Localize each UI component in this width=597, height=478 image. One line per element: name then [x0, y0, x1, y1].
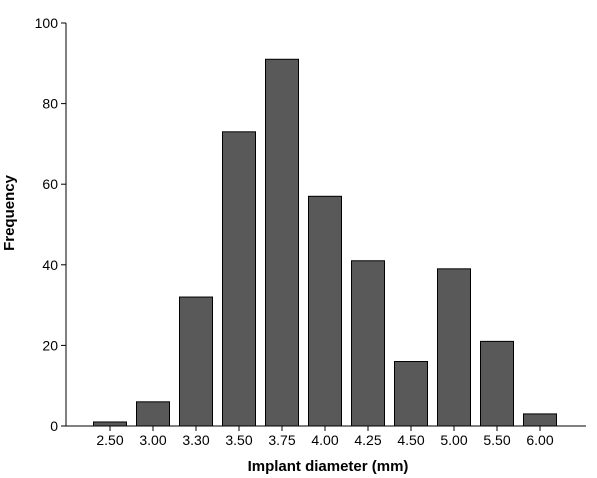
y-axis-ticks: 0 20 40 60 80 100 [35, 15, 66, 434]
x-tick-label: 4.50 [397, 432, 424, 448]
x-axis-title: Implant diameter (mm) [248, 458, 409, 475]
x-tick-label: 3.30 [182, 432, 209, 448]
x-tick-label: 3.00 [139, 432, 166, 448]
x-tick-label: 4.00 [311, 432, 338, 448]
bar-5.50 [480, 340, 514, 427]
x-tick-label: 3.75 [268, 432, 295, 448]
bar-5.00 [437, 268, 471, 427]
x-tick-label: 3.50 [225, 432, 252, 448]
x-tick-label: 5.50 [483, 432, 510, 448]
bar-4.25 [351, 260, 385, 427]
y-axis-title: Frequency [1, 174, 18, 251]
bars-group [93, 58, 557, 427]
bar-4.00 [308, 195, 342, 427]
y-tick-label: 20 [42, 337, 58, 353]
bar-6.00 [523, 413, 557, 427]
bar-3.30 [179, 296, 213, 427]
bar-2.50 [93, 421, 127, 427]
x-tick-label: 2.50 [96, 432, 123, 448]
bar-4.50 [394, 361, 428, 427]
y-tick-label: 100 [35, 15, 59, 31]
x-tick-label: 6.00 [526, 432, 553, 448]
x-tick-label: 4.25 [354, 432, 381, 448]
bar-3.75 [265, 58, 299, 427]
y-tick-label: 80 [42, 96, 58, 112]
x-axis-ticks: 2.50 3.00 3.30 3.50 3.75 4.00 4.25 4.50 5.00 5.50… [96, 426, 554, 448]
x-tick-label: 5.00 [440, 432, 467, 448]
bar-3.50 [222, 131, 256, 427]
y-tick-label: 40 [42, 257, 58, 273]
y-tick-label: 0 [50, 418, 58, 434]
bar-3.00 [136, 401, 170, 427]
y-tick-label: 60 [42, 176, 58, 192]
